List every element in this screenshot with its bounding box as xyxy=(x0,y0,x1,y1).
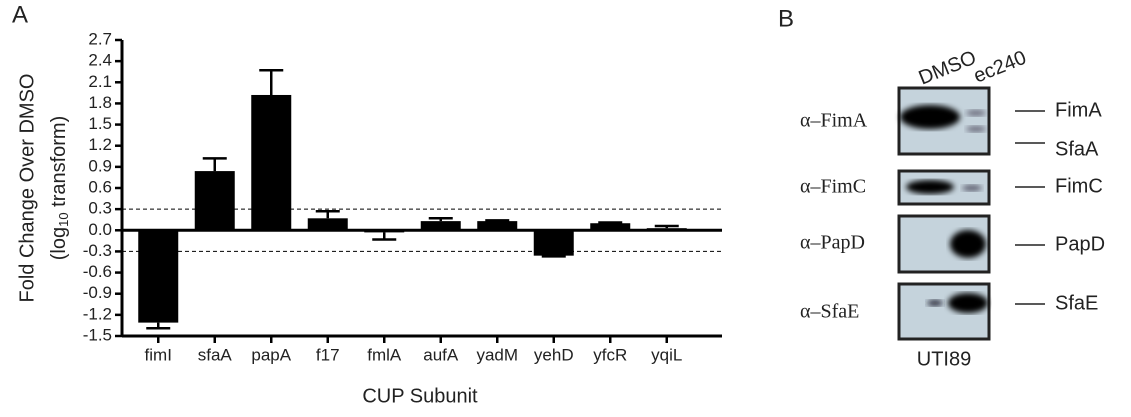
y-tick-label: 1.2 xyxy=(88,135,112,154)
bar xyxy=(421,221,461,230)
y-label-sub: 10 xyxy=(56,212,71,226)
y-tick-label: 0.0 xyxy=(88,220,112,239)
bar xyxy=(364,230,404,232)
band-label: FimA xyxy=(1055,99,1102,121)
bar xyxy=(308,218,348,230)
band-label: PapD xyxy=(1055,233,1105,255)
x-tick-label: sfaA xyxy=(198,345,233,364)
x-tick-label: fmlA xyxy=(367,345,402,364)
y-tick-label: -0.6 xyxy=(83,262,112,281)
error-bar xyxy=(316,211,340,218)
bar xyxy=(138,230,178,322)
error-bar xyxy=(146,323,170,329)
band xyxy=(900,105,960,129)
x-tick-label: aufA xyxy=(423,345,459,364)
y-tick-label: -0.3 xyxy=(83,241,112,260)
band-label: FimC xyxy=(1055,175,1103,197)
band xyxy=(906,180,954,194)
antibody-label: α–FimC xyxy=(800,176,866,198)
antibody-label: α–SfaE xyxy=(800,301,859,323)
column-label: ec240 xyxy=(971,47,1030,88)
error-bar xyxy=(655,226,679,228)
x-tick-label: fimI xyxy=(145,345,172,364)
y-tick-label: 1.5 xyxy=(88,114,112,133)
column-label: DMSO xyxy=(916,47,980,90)
panel-label: A xyxy=(12,1,28,28)
bar xyxy=(590,223,630,230)
y-tick-label: 2.7 xyxy=(88,29,112,48)
band xyxy=(950,230,986,258)
band xyxy=(927,300,943,306)
antibody-label: α–FimA xyxy=(800,110,868,132)
x-tick-label: papA xyxy=(251,345,291,364)
band-label: SfaA xyxy=(1055,138,1099,160)
western-blot: B DMSO ec240 α–FimA α–FimC α–PapD α–SfaE… xyxy=(778,5,1105,370)
y-axis-label: Fold Change Over DMSO xyxy=(16,74,38,303)
x-tick-label: yqiL xyxy=(651,345,682,364)
bar xyxy=(251,95,291,230)
error-bar xyxy=(372,232,396,239)
y-label-part: (log xyxy=(48,227,70,260)
band-label: SfaE xyxy=(1055,292,1098,314)
y-label-part: transform) xyxy=(48,116,70,213)
y-tick-label: 0.3 xyxy=(88,199,112,218)
y-tick-label: -1.2 xyxy=(83,304,112,323)
bar xyxy=(477,221,517,230)
y-tick-label: -1.5 xyxy=(83,325,112,344)
antibody-label: α–PapD xyxy=(800,232,865,254)
y-tick-label: -0.9 xyxy=(83,283,112,302)
error-bar xyxy=(259,70,283,95)
x-tick-label: f17 xyxy=(316,345,340,364)
figure: A Fold Change Over DMSO (log10 transform… xyxy=(0,0,1131,412)
x-tick-label: yehD xyxy=(534,345,574,364)
band xyxy=(966,110,986,116)
x-axis-label: CUP Subunit xyxy=(362,385,478,407)
y-tick-label: 2.4 xyxy=(88,51,112,70)
y-tick-label: 0.9 xyxy=(88,156,112,175)
x-tick-label: yadM xyxy=(476,345,518,364)
x-tick-label: yfcR xyxy=(593,345,627,364)
error-bar xyxy=(598,223,622,224)
y-tick-label: 1.8 xyxy=(88,93,112,112)
band xyxy=(948,293,988,313)
band xyxy=(962,185,982,191)
bar xyxy=(647,228,687,230)
band xyxy=(966,126,986,132)
strain-label: UTI89 xyxy=(917,348,971,370)
y-tick-label: 0.6 xyxy=(88,177,112,196)
panel-label: B xyxy=(778,5,794,32)
bar xyxy=(195,171,235,230)
error-bar xyxy=(203,158,227,171)
error-bar xyxy=(429,218,453,221)
y-tick-label: 2.1 xyxy=(88,72,112,91)
y-axis-label-2: (log10 transform) xyxy=(48,116,71,261)
error-bar xyxy=(542,256,566,257)
error-bar xyxy=(485,220,509,221)
bar xyxy=(534,230,574,255)
